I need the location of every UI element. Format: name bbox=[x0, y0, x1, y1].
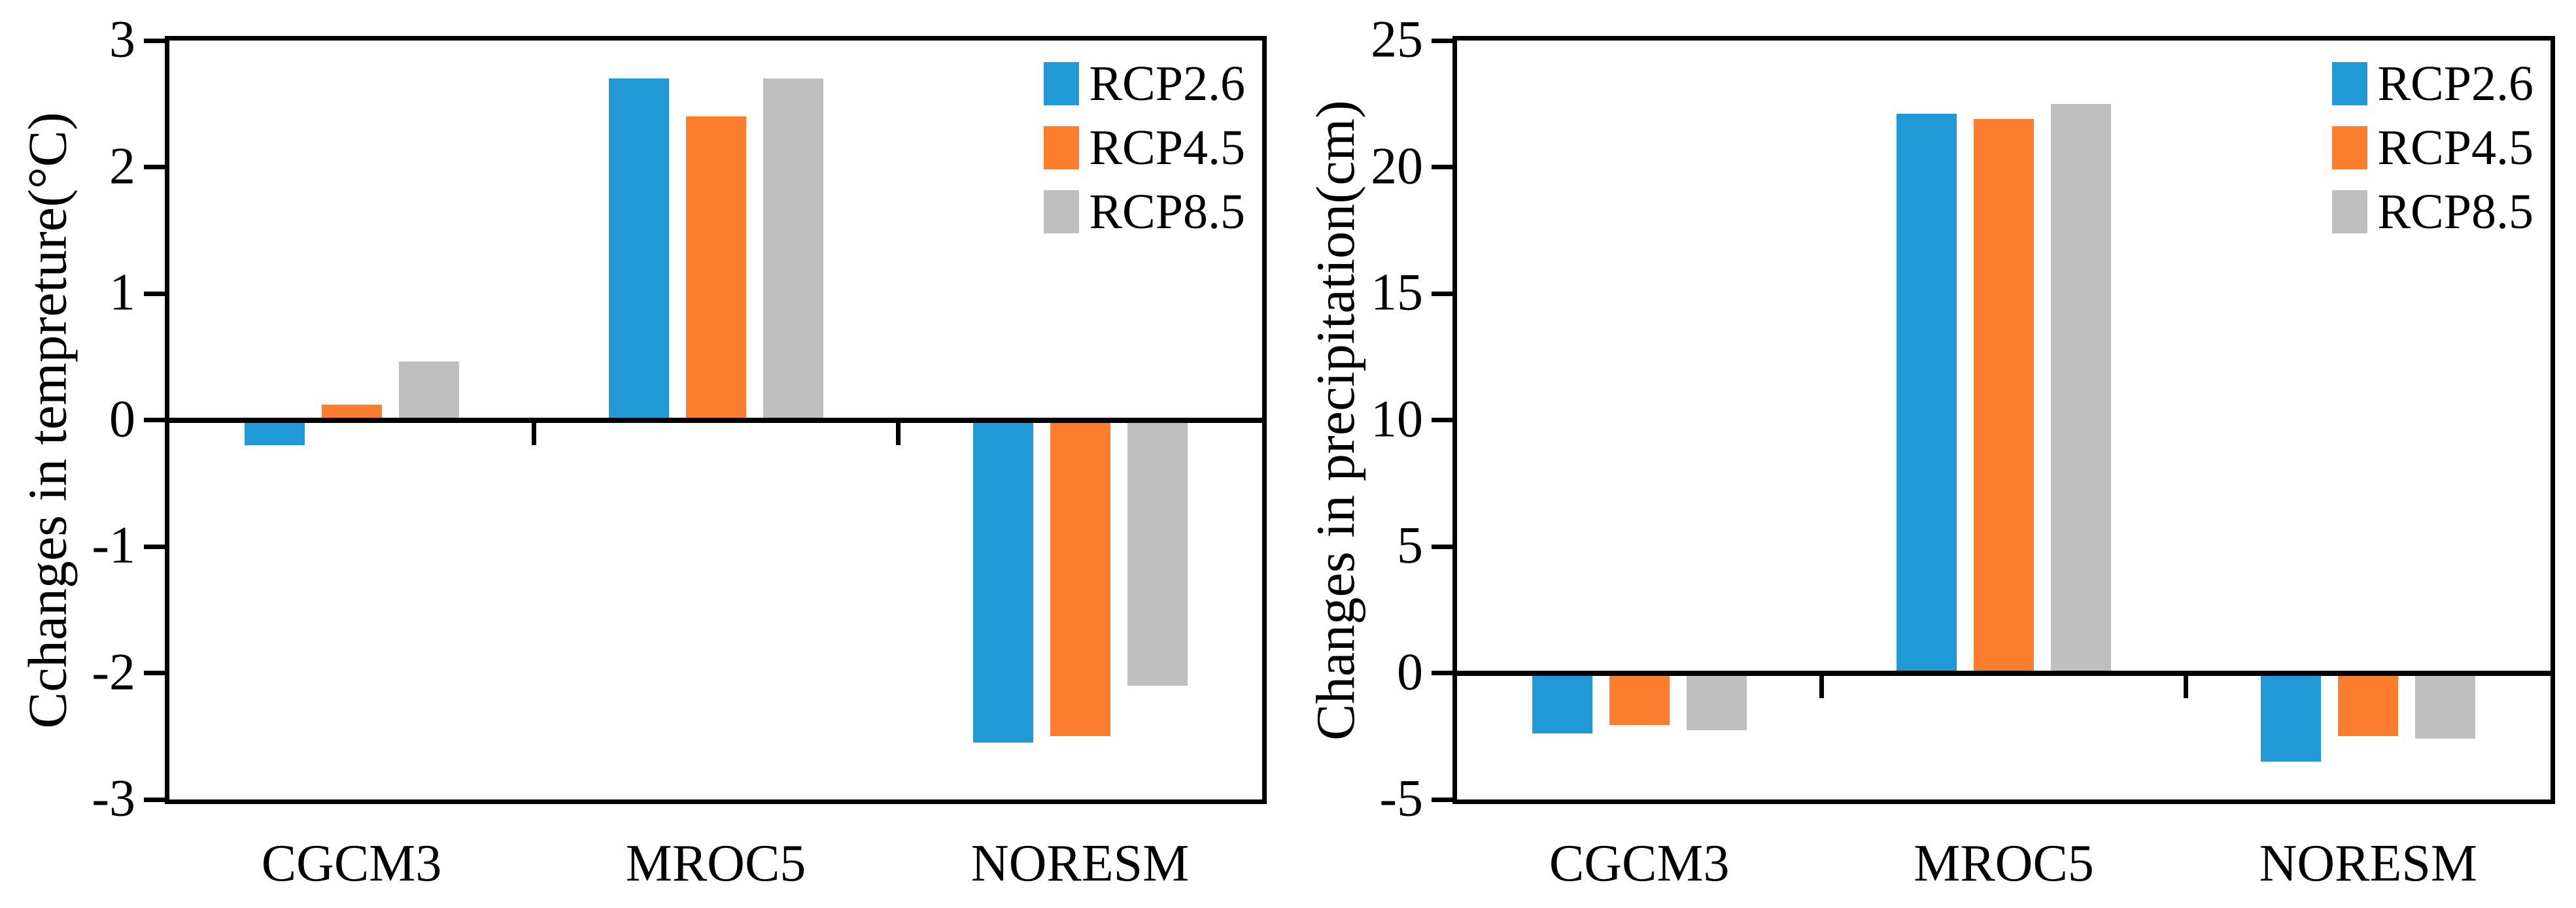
y-tick-mark bbox=[1432, 418, 1452, 422]
bar-cgcm3-rcp45 bbox=[1609, 673, 1670, 725]
legend-item: RCP4.5 bbox=[1044, 123, 1245, 173]
y-tick-mark bbox=[144, 544, 165, 549]
x-tick-mark bbox=[1819, 674, 1824, 698]
legend-swatch-rcp85 bbox=[1044, 190, 1080, 233]
x-category-label: CGCM3 bbox=[1549, 835, 1730, 892]
plot-area-temperature: RCP2.6 RCP4.5 RCP8.5 CGCM3 MROC5 NORESM 3 2 1 0 -… bbox=[92, 13, 1267, 890]
zero-axis-line bbox=[165, 417, 1267, 423]
bar-noresm-rcp26 bbox=[2261, 673, 2322, 762]
y-tick-mark bbox=[144, 671, 165, 675]
y-tick-mark bbox=[144, 797, 165, 802]
legend-item: RCP8.5 bbox=[1044, 187, 1245, 237]
bar-mroc5-rcp45 bbox=[685, 116, 746, 420]
y-axis-title-temperature: Cchanges in tempreture(°C) bbox=[18, 111, 78, 729]
y-tick-label: -1 bbox=[92, 516, 135, 575]
x-tick-mark bbox=[895, 421, 901, 445]
legend-item: RCP4.5 bbox=[2332, 123, 2533, 173]
y-axis-title-wrap-precipitation: Changes in precipitation(cm) bbox=[1290, 36, 1382, 804]
y-tick-label: 5 bbox=[1397, 516, 1423, 575]
bar-cgcm3-rcp85 bbox=[1686, 673, 1747, 730]
y-tick-label: 25 bbox=[1371, 10, 1423, 69]
bar-mroc5-rcp85 bbox=[763, 78, 823, 420]
bar-cgcm3-rcp45 bbox=[321, 405, 382, 420]
x-category-label: CGCM3 bbox=[261, 835, 442, 892]
legend-label: RCP8.5 bbox=[1089, 184, 1245, 239]
legend-label: RCP4.5 bbox=[1089, 120, 1245, 175]
precipitation-chart-panel: Changes in precipitation(cm) RCP2.6 RCP4.… bbox=[1288, 0, 2576, 908]
legend-swatch-rcp45 bbox=[1044, 126, 1080, 169]
legend-swatch-rcp45 bbox=[2332, 126, 2368, 169]
temperature-chart-panel: Cchanges in tempreture(°C) RCP2.6 RCP4.5 R… bbox=[3, 13, 1267, 890]
legend-item: RCP2.6 bbox=[2332, 59, 2533, 109]
legend-swatch-rcp26 bbox=[2332, 62, 2368, 105]
bar-noresm-rcp85 bbox=[2415, 673, 2476, 739]
y-tick-label: 10 bbox=[1371, 390, 1423, 448]
x-category-label: MROC5 bbox=[625, 835, 806, 892]
legend-item: RCP2.6 bbox=[1044, 59, 1245, 109]
bar-mroc5-rcp85 bbox=[2051, 103, 2111, 673]
x-tick-mark bbox=[2184, 674, 2189, 698]
y-tick-mark bbox=[1432, 671, 1452, 675]
legend: RCP2.6 RCP4.5 RCP8.5 bbox=[2332, 59, 2533, 237]
legend-label: RCP8.5 bbox=[2377, 184, 2533, 239]
y-tick-label: 15 bbox=[1371, 263, 1423, 322]
y-tick-mark bbox=[1432, 797, 1452, 802]
y-tick-label: 0 bbox=[109, 390, 135, 448]
y-tick-mark bbox=[144, 165, 165, 169]
y-tick-mark bbox=[1432, 544, 1452, 549]
y-tick-label: 20 bbox=[1371, 137, 1423, 195]
bar-cgcm3-rcp26 bbox=[244, 420, 305, 446]
y-tick-mark bbox=[144, 418, 165, 422]
y-tick-label: 1 bbox=[109, 263, 135, 322]
y-axis-title-precipitation: Changes in precipitation(cm) bbox=[1305, 99, 1367, 741]
x-category-label: NORESM bbox=[970, 835, 1190, 892]
y-tick-label: 0 bbox=[1397, 643, 1423, 701]
y-tick-label: -3 bbox=[92, 769, 135, 828]
bar-cgcm3-rcp85 bbox=[398, 362, 459, 420]
bar-mroc5-rcp26 bbox=[608, 78, 669, 420]
bar-mroc5-rcp26 bbox=[1897, 114, 1957, 673]
bar-mroc5-rcp45 bbox=[1974, 118, 2034, 673]
legend-item: RCP8.5 bbox=[2332, 187, 2533, 237]
y-tick-mark bbox=[1432, 38, 1452, 43]
plot-area-precipitation: RCP2.6 RCP4.5 RCP8.5 CGCM3 MROC5 NORESM 25 20 1… bbox=[1371, 13, 2555, 890]
x-category-label: NORESM bbox=[2259, 835, 2478, 892]
legend-label: RCP2.6 bbox=[1089, 56, 1245, 111]
zero-axis-line bbox=[1452, 670, 2555, 676]
y-tick-label: 2 bbox=[109, 137, 135, 195]
bar-noresm-rcp45 bbox=[1050, 420, 1110, 737]
y-tick-mark bbox=[1432, 165, 1452, 169]
bar-noresm-rcp45 bbox=[2338, 673, 2399, 737]
bar-noresm-rcp85 bbox=[1127, 420, 1188, 686]
y-tick-label: -5 bbox=[1379, 769, 1423, 828]
legend-swatch-rcp26 bbox=[1044, 62, 1080, 105]
y-tick-mark bbox=[1432, 291, 1452, 296]
bar-cgcm3-rcp26 bbox=[1532, 673, 1592, 734]
legend-label: RCP2.6 bbox=[2377, 56, 2533, 111]
x-category-label: MROC5 bbox=[1914, 835, 2094, 892]
legend: RCP2.6 RCP4.5 RCP8.5 bbox=[1044, 59, 1245, 237]
legend-label: RCP4.5 bbox=[2377, 120, 2533, 175]
x-tick-mark bbox=[531, 421, 536, 445]
y-tick-label: -2 bbox=[92, 643, 135, 701]
bar-noresm-rcp26 bbox=[972, 420, 1033, 743]
y-axis-title-wrap-temperature: Cchanges in tempreture(°C) bbox=[3, 36, 94, 804]
y-tick-label: 3 bbox=[109, 10, 135, 69]
legend-swatch-rcp85 bbox=[2332, 190, 2368, 233]
y-tick-mark bbox=[144, 38, 165, 43]
y-tick-mark bbox=[144, 291, 165, 296]
